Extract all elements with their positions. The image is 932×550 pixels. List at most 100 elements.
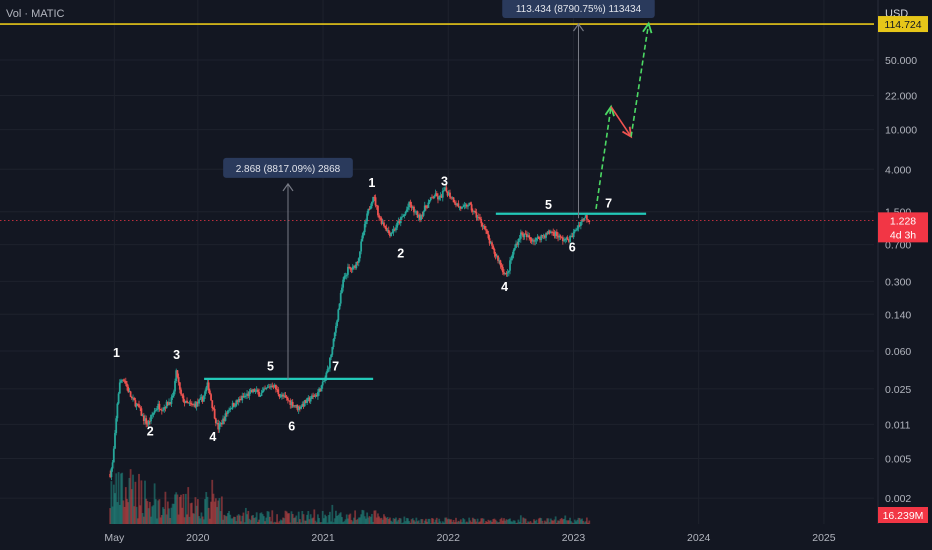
candle-body (237, 399, 240, 402)
candle-body (552, 232, 555, 234)
volume-bar (136, 518, 139, 524)
candle-body (211, 400, 214, 408)
candle-body (534, 240, 537, 242)
volume-bar (405, 517, 408, 524)
volume-bar (238, 515, 241, 524)
volume-bar (279, 519, 282, 524)
candle-body (498, 260, 501, 262)
volume-bar (447, 518, 450, 524)
volume-bar (414, 521, 417, 524)
candle-body (558, 235, 561, 238)
volume-bar (359, 517, 361, 524)
volume-bar (288, 513, 290, 524)
volume-bar (176, 494, 179, 524)
candle-body (485, 229, 487, 231)
candle-body (154, 410, 157, 411)
candle-body (114, 433, 116, 449)
candle-body (112, 448, 115, 463)
volume-bar (145, 498, 148, 524)
volume-bar (584, 521, 587, 524)
candle-body (329, 357, 331, 369)
volume-bar (504, 520, 507, 524)
volume-bar (531, 522, 534, 524)
candle-body (432, 197, 435, 199)
volume-bar (194, 497, 197, 524)
volume-bar (511, 521, 514, 524)
volume-bar (169, 517, 172, 524)
candle-body (392, 229, 395, 233)
volume-bar (216, 507, 218, 524)
candle-body (440, 195, 443, 198)
volume-bar (336, 515, 339, 524)
candle-body (166, 401, 169, 406)
candle-body (157, 403, 160, 409)
volume-bar (151, 506, 154, 524)
volume-bar (147, 508, 150, 524)
candle-body (156, 408, 158, 411)
volume-bar (351, 521, 354, 524)
volume-bar (524, 518, 527, 524)
candle-body (255, 389, 258, 391)
volume-bar (553, 519, 556, 524)
candle-body (174, 381, 176, 392)
y-tick-label: 0.005 (885, 453, 911, 465)
current-price-badge (878, 212, 928, 243)
wave-label: 6 (288, 420, 295, 434)
volume-bar (320, 522, 323, 524)
candle-body (183, 401, 186, 403)
candle-body (206, 382, 209, 388)
candle-body (573, 230, 576, 232)
volume-bar (188, 516, 191, 524)
volume-bar (561, 519, 564, 524)
volume-bar (403, 516, 406, 524)
volume-bar (241, 515, 244, 524)
candle-body (135, 403, 138, 407)
candle-body (160, 409, 163, 411)
volume-bar (487, 519, 490, 524)
volume-bar (576, 519, 579, 524)
volume-bar (410, 519, 413, 524)
volume-bar (374, 510, 377, 524)
projection-arrowhead (622, 126, 633, 139)
measure-box (502, 0, 655, 19)
candle-body (373, 196, 376, 198)
volume-bar (425, 518, 427, 524)
volume-bar (501, 520, 504, 524)
candle-body (260, 392, 263, 397)
volume-bar (459, 519, 462, 524)
candle-body (273, 384, 276, 388)
chart-title: Vol · MATIC (6, 8, 65, 20)
volume-bar (277, 522, 280, 524)
candle-body (169, 402, 172, 404)
candle-body (426, 207, 429, 209)
candle-body (253, 389, 256, 392)
volume-bar (284, 510, 287, 524)
candle-body (481, 223, 484, 227)
candle-body (199, 398, 202, 400)
candle-body (428, 200, 431, 203)
candle-body (162, 409, 164, 411)
volume-bar (250, 515, 253, 524)
candle-body (172, 391, 175, 396)
volume-bar (261, 514, 264, 524)
volume-bar (503, 518, 505, 524)
volume-bar (505, 519, 508, 524)
candle-body (116, 403, 119, 419)
volume-bar (262, 516, 265, 524)
candle-body (548, 231, 551, 233)
volume-bar (582, 520, 585, 524)
volume-bar (392, 518, 395, 524)
volume-bar (291, 513, 294, 524)
volume-bar (587, 522, 589, 524)
volume-bar (539, 517, 541, 524)
candle-body (129, 391, 132, 397)
volume-bar (559, 519, 562, 524)
volume-bar (530, 522, 533, 524)
volume-bar (552, 520, 555, 524)
volume-bar (421, 519, 424, 524)
volume-bar (232, 516, 235, 524)
volume-bar (294, 517, 296, 524)
candle-body (486, 230, 489, 234)
volume-bar (283, 518, 286, 524)
